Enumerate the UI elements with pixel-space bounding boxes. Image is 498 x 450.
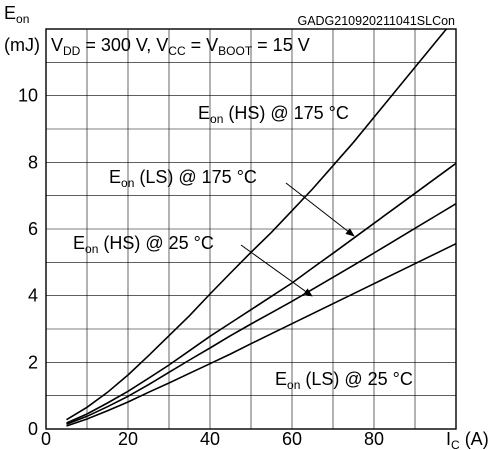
series-label-hs-175-main: E [198, 103, 210, 123]
series-label-hs-25: Eon (HS) @ 25 °C [73, 233, 214, 256]
plot-frame [45, 28, 457, 430]
y-tick-label: 0 [28, 419, 38, 439]
y-tick-label: 10 [18, 86, 38, 106]
x-tick-label: 60 [282, 429, 302, 449]
y-tick-label: 8 [28, 152, 38, 172]
x-axis-label: IC (A) [446, 429, 489, 450]
y-tick-label: 4 [28, 286, 38, 306]
x-tick-label: 20 [118, 429, 138, 449]
series-label-ls-25-rest: (LS) @ 25 °C [300, 369, 413, 389]
series-label-ls-175-rest: (LS) @ 175 °C [134, 167, 257, 187]
condition-part-2: = 300 V, V [80, 35, 168, 55]
x-axis-label-subscript: C [451, 438, 460, 450]
y-tick-label: 2 [28, 352, 38, 372]
curve-eon-ls-25 [66, 242, 457, 427]
y-tick-label: 6 [28, 219, 38, 239]
x-axis-label-unit: (A) [460, 429, 489, 449]
document-code: GADG210920211041SLCon [297, 14, 455, 28]
series-label-hs-25-rest: (HS) @ 25 °C [98, 233, 214, 253]
y-axis-label-subscript: on [16, 12, 29, 26]
y-axis-label: Eon [4, 3, 29, 26]
grid-layer [46, 29, 456, 429]
series-label-hs-25-sub: on [85, 242, 98, 256]
arrow-ls-175 [285, 182, 355, 237]
series-label-ls-25-main: E [275, 369, 287, 389]
tick-layer: 0 20 40 60 80 0 2 4 6 8 10 [18, 86, 384, 449]
condition-part-3: = V [186, 35, 219, 55]
condition-sub-1: DD [63, 44, 81, 58]
x-tick-label: 40 [200, 429, 220, 449]
series-label-hs-25-main: E [73, 233, 85, 253]
series-label-hs-175: Eon (HS) @ 175 °C [198, 103, 349, 126]
x-tick-label: 0 [41, 429, 51, 449]
series-label-ls-25-sub: on [287, 378, 300, 392]
series-label-ls-175: Eon (LS) @ 175 °C [109, 167, 257, 190]
curve-eon-hs-175 [66, 28, 448, 421]
condition-sub-3: BOOT [218, 44, 253, 58]
condition-sub-2: CC [168, 44, 186, 58]
condition-label: VDD = 300 V, VCC = VBOOT = 15 V [51, 35, 310, 58]
series-label-hs-175-rest: (HS) @ 175 °C [223, 103, 349, 123]
curve-eon-hs-25 [66, 203, 457, 426]
series-label-ls-175-sub: on [121, 176, 134, 190]
x-axis-label-main: I [446, 429, 451, 449]
y-axis-label-main: E [4, 3, 16, 23]
curve-eon-ls-175 [66, 162, 457, 424]
condition-part-4: = 15 V [252, 35, 310, 55]
series-label-ls-175-main: E [109, 167, 121, 187]
series-label-ls-25: Eon (LS) @ 25 °C [275, 369, 413, 392]
arrow-layer [240, 182, 355, 297]
y-axis-unit: (mJ) [4, 35, 40, 55]
arrow-hs-25 [240, 244, 313, 297]
curve-layer [66, 28, 457, 427]
x-tick-label: 80 [364, 429, 384, 449]
condition-part-1: V [51, 35, 63, 55]
series-label-hs-175-sub: on [210, 112, 223, 126]
